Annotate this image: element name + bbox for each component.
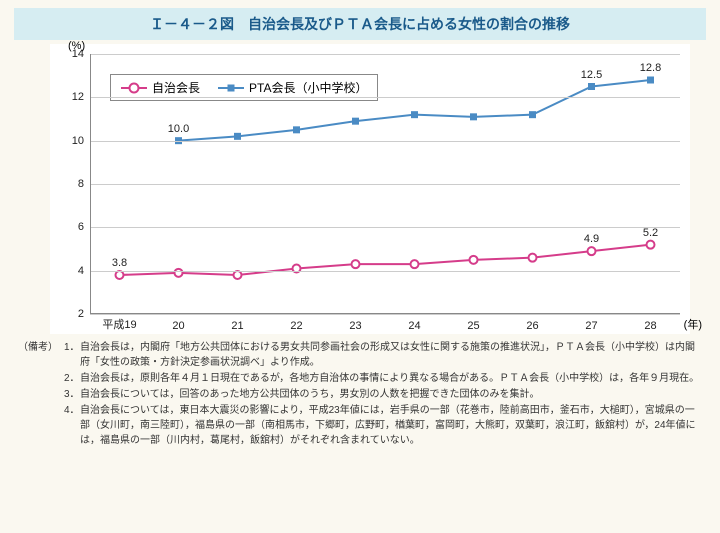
x-tick-label: 23 (349, 320, 361, 332)
x-tick-label: 28 (644, 320, 656, 332)
data-label: 12.5 (581, 69, 602, 81)
footnote-row: 4．自治会長については，東日本大震災の影響により，平成23年値には，岩手県の一部… (64, 403, 702, 448)
data-label: 3.8 (112, 257, 127, 269)
footnote-number: 1． (64, 340, 80, 370)
legend-item-pta: PTA会長（小中学校） (218, 79, 367, 96)
y-tick-label: 14 (50, 48, 84, 60)
square-marker-icon (228, 84, 235, 91)
footnote-row: 2．自治会長は，原則各年４月１日現在であるが，各地方自治体の事情により異なる場合… (64, 371, 702, 386)
circle-marker-icon (129, 82, 140, 93)
y-tick-label: 12 (50, 91, 84, 103)
notes-body: 1．自治会長は，内閣府「地方公共団体における男女共同参画社会の形成又は女性に関す… (64, 340, 702, 449)
x-tick-label: 26 (526, 320, 538, 332)
footnote-row: 3．自治会長については，回答のあった地方公共団体のうち，男女別の人数を把握できた… (64, 387, 702, 402)
x-axis-unit: (年) (684, 316, 702, 332)
y-tick-label: 10 (50, 135, 84, 147)
x-tick-label: 21 (231, 320, 243, 332)
footnote-text: 自治会長は，内閣府「地方公共団体における男女共同参画社会の形成又は女性に関する施… (80, 340, 702, 370)
footnote-number: 2． (64, 371, 80, 386)
footnote-number: 4． (64, 403, 80, 448)
data-label: 12.8 (640, 62, 661, 74)
x-tick-label: 24 (408, 320, 420, 332)
footnote-text: 自治会長は，原則各年４月１日現在であるが，各地方自治体の事情により異なる場合があ… (80, 371, 702, 386)
legend-label-1: PTA会長（小中学校） (249, 79, 367, 96)
footnote-text: 自治会長については，東日本大震災の影響により，平成23年値には，岩手県の一部（花… (80, 403, 702, 448)
notes-prefix: （備考） (18, 340, 64, 449)
x-tick-label: 25 (467, 320, 479, 332)
x-tick-label: 20 (172, 320, 184, 332)
data-label: 5.2 (643, 227, 658, 239)
figure-container: { "title": "Ｉ－４－２図 自治会長及びＰＴＡ会長に占める女性の割合の… (0, 8, 720, 533)
y-tick-label: 2 (50, 308, 84, 320)
data-label: 10.0 (168, 123, 189, 135)
x-tick-label: 平成19 (102, 316, 136, 332)
footnote-text: 自治会長については，回答のあった地方公共団体のうち，男女別の人数を把握できた団体… (80, 387, 702, 402)
chart-title: Ｉ－４－２図 自治会長及びＰＴＡ会長に占める女性の割合の推移 (14, 8, 706, 40)
legend-item-jichikai: 自治会長 (121, 79, 200, 96)
y-tick-label: 8 (50, 178, 84, 190)
y-tick-label: 6 (50, 221, 84, 233)
footnote-number: 3． (64, 387, 80, 402)
x-tick-label: 22 (290, 320, 302, 332)
data-label: 4.9 (584, 233, 599, 245)
chart-area: (%) (年) 自治会長 PTA会長（小中学校） 2468101214平成192… (50, 44, 690, 334)
y-tick-label: 4 (50, 265, 84, 277)
legend-label-0: 自治会長 (152, 79, 200, 96)
footnote-row: 1．自治会長は，内閣府「地方公共団体における男女共同参画社会の形成又は女性に関す… (64, 340, 702, 370)
x-tick-label: 27 (585, 320, 597, 332)
footnotes: （備考） 1．自治会長は，内閣府「地方公共団体における男女共同参画社会の形成又は… (18, 340, 702, 449)
